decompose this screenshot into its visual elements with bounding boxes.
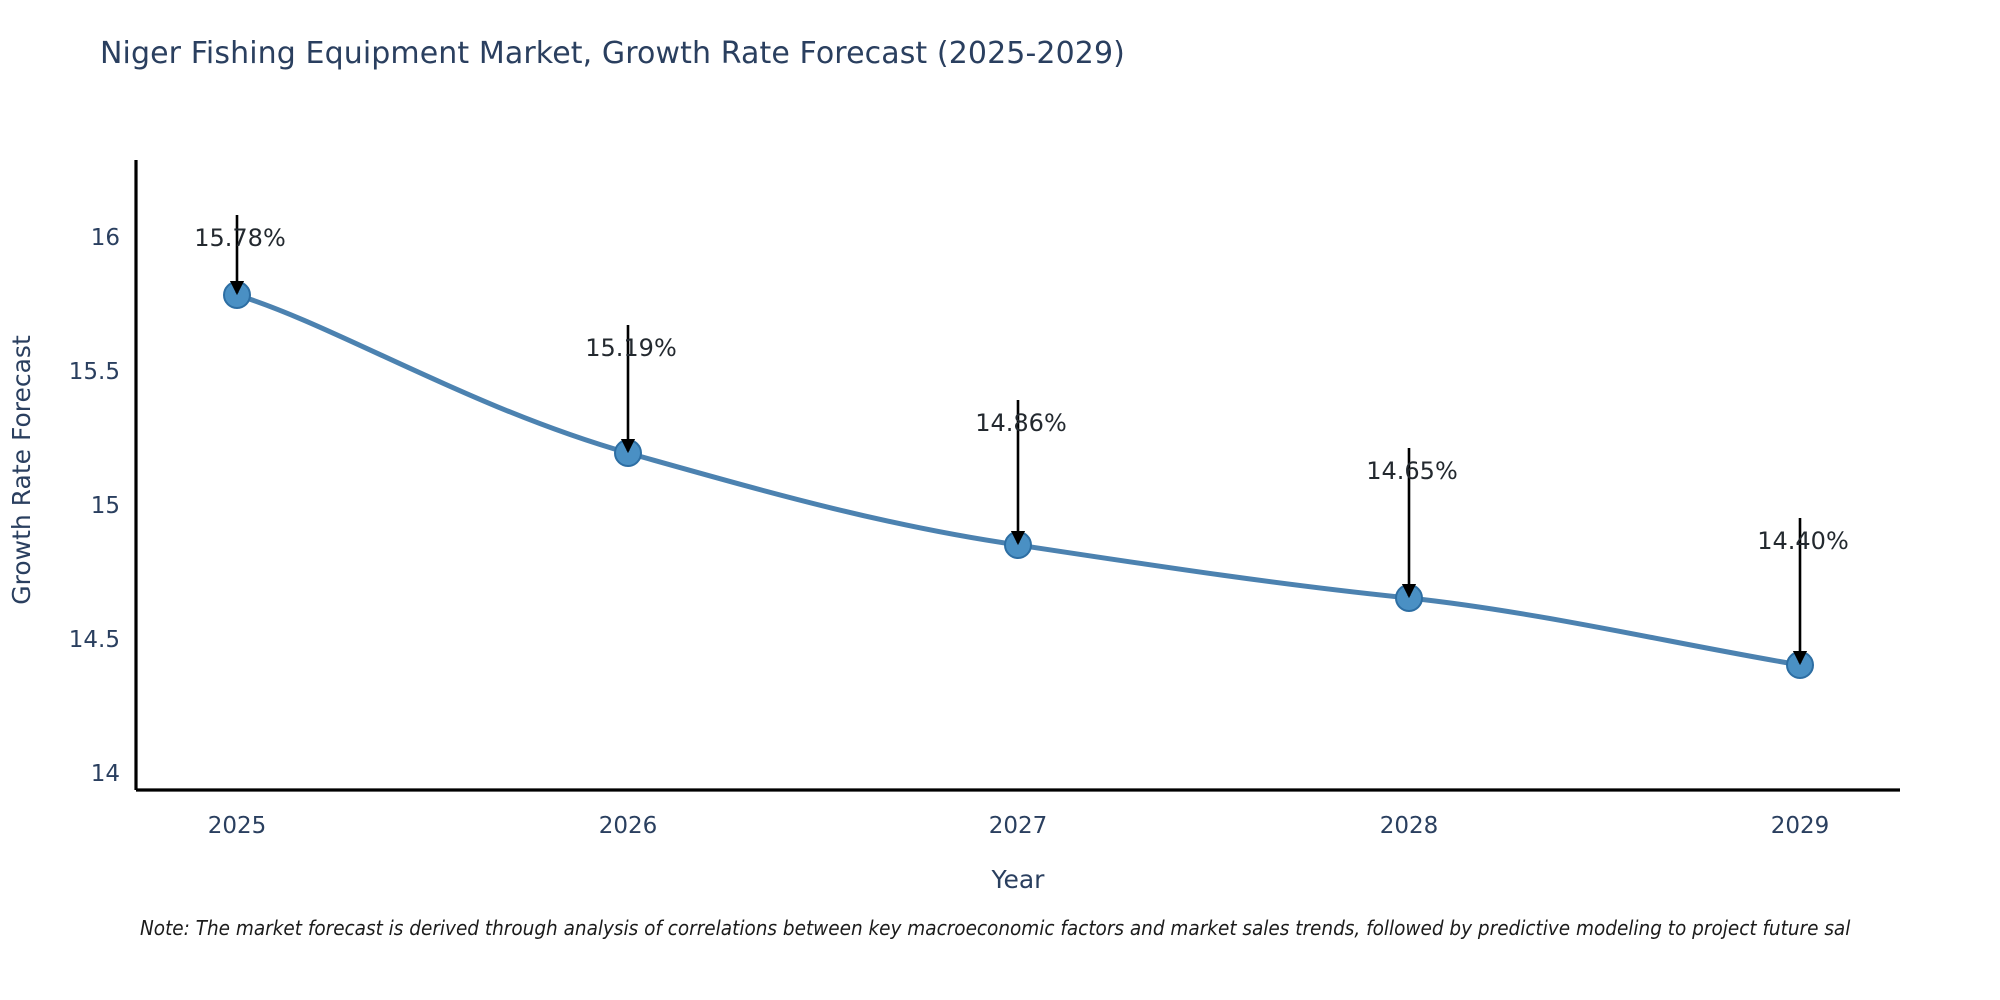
y-tick-label: 14.5 xyxy=(69,627,120,653)
data-point-label: 15.19% xyxy=(585,334,677,362)
data-point-label: 14.40% xyxy=(1757,527,1849,555)
y-tick-label: 15.5 xyxy=(69,359,120,385)
chart-title: Niger Fishing Equipment Market, Growth R… xyxy=(100,36,1125,71)
x-axis-title: Year xyxy=(991,865,1046,894)
y-tick-label: 16 xyxy=(91,225,120,251)
x-tick-label: 2029 xyxy=(1771,813,1830,839)
x-tick-label: 2026 xyxy=(599,813,658,839)
data-point-label: 14.65% xyxy=(1366,457,1458,485)
x-tick-label: 2025 xyxy=(208,813,267,839)
data-point-label: 15.78% xyxy=(194,224,286,252)
x-tick-label: 2028 xyxy=(1380,813,1439,839)
chart-footnote: Note: The market forecast is derived thr… xyxy=(140,916,1851,940)
y-axis-ticks: 16 15.5 15 14.5 14 xyxy=(69,225,120,787)
x-axis-ticks: 2025 2026 2027 2028 2029 xyxy=(208,813,1830,839)
y-tick-label: 14 xyxy=(91,761,120,787)
annotation-arrows xyxy=(229,215,1808,666)
x-tick-label: 2027 xyxy=(989,813,1048,839)
data-point-labels: 15.78% 15.19% 14.86% 14.65% 14.40% xyxy=(194,224,1849,555)
y-tick-label: 15 xyxy=(91,493,120,519)
data-point-label: 14.86% xyxy=(975,409,1067,437)
y-axis-title: Growth Rate Forecast xyxy=(7,335,36,605)
